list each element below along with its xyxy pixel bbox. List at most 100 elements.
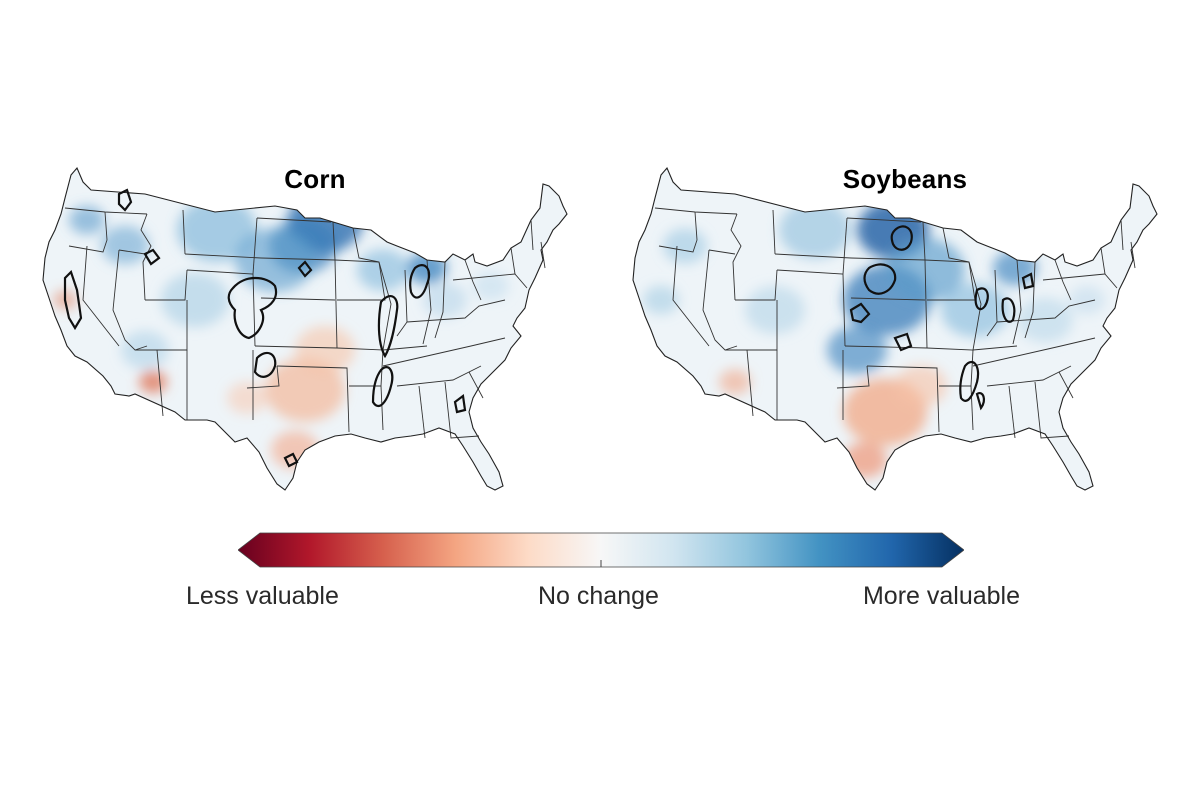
state-border-line bbox=[380, 385, 384, 431]
value-patch bbox=[473, 271, 509, 301]
state-border-line bbox=[972, 337, 1096, 367]
legend-no-change-label: No change bbox=[538, 582, 659, 610]
state-border-line bbox=[530, 219, 534, 251]
state-border-line bbox=[68, 211, 108, 253]
value-patch bbox=[1017, 297, 1073, 343]
value-patch bbox=[993, 250, 1037, 286]
state-border-line bbox=[968, 261, 982, 351]
state-border-line bbox=[844, 345, 928, 349]
significance-contour bbox=[371, 366, 394, 408]
significance-contour bbox=[975, 392, 986, 411]
value-patch bbox=[161, 272, 229, 328]
state-border-line bbox=[118, 249, 146, 255]
significance-contour bbox=[849, 302, 871, 324]
state-border-line bbox=[452, 273, 516, 281]
state-border-line bbox=[252, 217, 258, 275]
state-border-line bbox=[850, 297, 926, 301]
significance-contour bbox=[253, 351, 277, 378]
value-patch bbox=[69, 205, 105, 235]
state-border-line bbox=[970, 385, 974, 431]
value-patch bbox=[295, 326, 355, 374]
state-border-line bbox=[352, 227, 380, 263]
state-borders bbox=[64, 207, 546, 439]
state-border-line bbox=[112, 249, 148, 351]
color-legend: Less valuable No change More valuable bbox=[186, 530, 1020, 620]
value-patch bbox=[643, 285, 679, 315]
state-border-line bbox=[702, 249, 738, 351]
value-patch bbox=[719, 369, 751, 395]
state-border-line bbox=[924, 259, 976, 301]
state-border-line bbox=[926, 347, 974, 387]
significance-contours bbox=[849, 225, 1035, 411]
state-border-line bbox=[866, 365, 940, 433]
state-border-line bbox=[1100, 247, 1118, 289]
state-border-line bbox=[1012, 259, 1022, 345]
state-border-line bbox=[1058, 371, 1074, 399]
significance-contour bbox=[453, 394, 467, 414]
state-border-line bbox=[510, 247, 528, 289]
value-patch bbox=[357, 249, 409, 291]
state-border-line bbox=[658, 211, 698, 253]
state-border-line bbox=[382, 345, 428, 351]
corn-map-panel: Corn bbox=[35, 150, 595, 510]
significance-contour bbox=[227, 276, 278, 340]
state-border-line bbox=[276, 365, 350, 433]
state-borders bbox=[654, 207, 1136, 439]
state-border-line bbox=[254, 345, 338, 349]
significance-contour bbox=[1021, 272, 1035, 290]
state-border-line bbox=[378, 261, 392, 351]
significance-contour bbox=[297, 260, 313, 278]
state-border-line bbox=[418, 385, 426, 439]
significance-contour bbox=[893, 332, 913, 352]
state-border-line bbox=[672, 245, 710, 347]
state-border-line bbox=[434, 261, 446, 339]
us-border bbox=[632, 166, 1158, 491]
us-border bbox=[42, 166, 568, 491]
significance-contour bbox=[117, 188, 133, 212]
state-border-line bbox=[730, 213, 742, 301]
state-border-line bbox=[842, 217, 848, 275]
value-patch bbox=[101, 225, 149, 265]
value-patch bbox=[827, 326, 887, 374]
state-border-line bbox=[1054, 259, 1072, 301]
significance-contour bbox=[63, 269, 83, 331]
state-border-line bbox=[382, 337, 506, 367]
state-border-line bbox=[1130, 241, 1136, 269]
legend-more-valuable-label: More valuable bbox=[862, 582, 1020, 610]
significance-contour bbox=[377, 295, 399, 359]
significance-contour bbox=[974, 287, 989, 311]
value-patch bbox=[895, 365, 947, 407]
value-patch bbox=[745, 286, 805, 334]
state-border-line bbox=[82, 245, 120, 347]
corn-map bbox=[42, 166, 568, 491]
value-patch bbox=[941, 282, 1009, 338]
value-patch bbox=[1069, 285, 1105, 315]
colorbar-bar bbox=[238, 532, 964, 568]
state-border-line bbox=[145, 269, 188, 301]
significance-contour bbox=[863, 263, 897, 295]
value-patch bbox=[843, 442, 887, 478]
value-patch bbox=[139, 370, 167, 394]
state-border-line bbox=[182, 209, 186, 255]
significance-contour bbox=[283, 452, 299, 468]
state-border-line bbox=[260, 297, 336, 301]
value-patch bbox=[227, 382, 267, 414]
state-border-line bbox=[334, 259, 386, 301]
map-title-soybeans: Soybeans bbox=[842, 164, 968, 194]
soybeans-map-panel: Soybeans bbox=[625, 150, 1185, 510]
state-border-line bbox=[1024, 261, 1036, 339]
state-border-line bbox=[972, 345, 1018, 351]
state-border-line bbox=[774, 253, 852, 259]
map-title-corn: Corn bbox=[284, 164, 346, 194]
value-patch bbox=[177, 198, 257, 262]
state-border-line bbox=[836, 365, 870, 389]
state-border-line bbox=[850, 257, 926, 261]
state-border-line bbox=[1008, 385, 1016, 439]
state-border-line bbox=[260, 257, 336, 261]
value-patch bbox=[423, 282, 467, 318]
state-border-line bbox=[468, 371, 484, 399]
state-border-line bbox=[708, 249, 736, 255]
significance-contour bbox=[1001, 297, 1016, 323]
state-border-line bbox=[996, 299, 1096, 323]
state-border-line bbox=[140, 213, 152, 301]
